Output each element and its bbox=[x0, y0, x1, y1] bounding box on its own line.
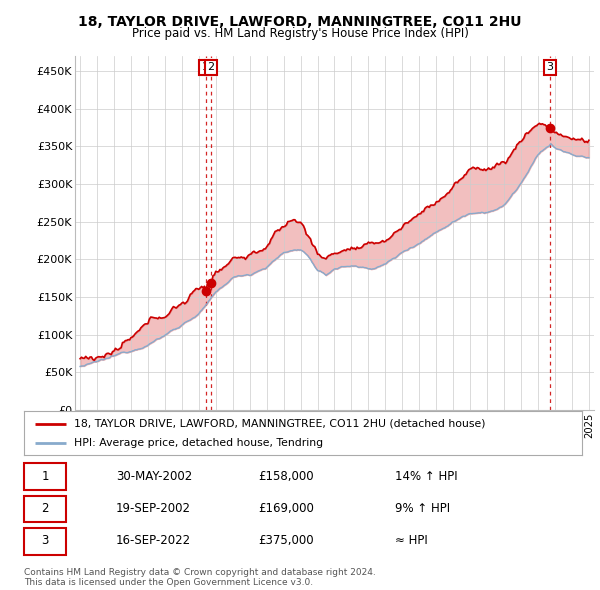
Text: 1: 1 bbox=[41, 470, 49, 483]
Text: 14% ↑ HPI: 14% ↑ HPI bbox=[395, 470, 458, 483]
Text: 18, TAYLOR DRIVE, LAWFORD, MANNINGTREE, CO11 2HU: 18, TAYLOR DRIVE, LAWFORD, MANNINGTREE, … bbox=[78, 15, 522, 29]
Text: 2: 2 bbox=[41, 502, 49, 515]
Text: 30-MAY-2002: 30-MAY-2002 bbox=[116, 470, 193, 483]
Text: 18, TAYLOR DRIVE, LAWFORD, MANNINGTREE, CO11 2HU (detached house): 18, TAYLOR DRIVE, LAWFORD, MANNINGTREE, … bbox=[74, 419, 486, 428]
Text: ≈ HPI: ≈ HPI bbox=[395, 534, 428, 547]
Text: 1: 1 bbox=[202, 63, 209, 73]
Text: 3: 3 bbox=[547, 63, 554, 73]
Text: Contains HM Land Registry data © Crown copyright and database right 2024.
This d: Contains HM Land Registry data © Crown c… bbox=[24, 568, 376, 587]
Text: Price paid vs. HM Land Registry's House Price Index (HPI): Price paid vs. HM Land Registry's House … bbox=[131, 27, 469, 40]
Text: 3: 3 bbox=[41, 534, 49, 547]
FancyBboxPatch shape bbox=[24, 528, 66, 555]
Text: 2: 2 bbox=[208, 63, 215, 73]
Text: 9% ↑ HPI: 9% ↑ HPI bbox=[395, 502, 450, 515]
FancyBboxPatch shape bbox=[24, 496, 66, 522]
Text: HPI: Average price, detached house, Tendring: HPI: Average price, detached house, Tend… bbox=[74, 438, 323, 448]
FancyBboxPatch shape bbox=[24, 463, 66, 490]
Text: £169,000: £169,000 bbox=[259, 502, 314, 515]
Text: £375,000: £375,000 bbox=[259, 534, 314, 547]
Text: 19-SEP-2002: 19-SEP-2002 bbox=[116, 502, 191, 515]
Text: 16-SEP-2022: 16-SEP-2022 bbox=[116, 534, 191, 547]
Text: £158,000: £158,000 bbox=[259, 470, 314, 483]
